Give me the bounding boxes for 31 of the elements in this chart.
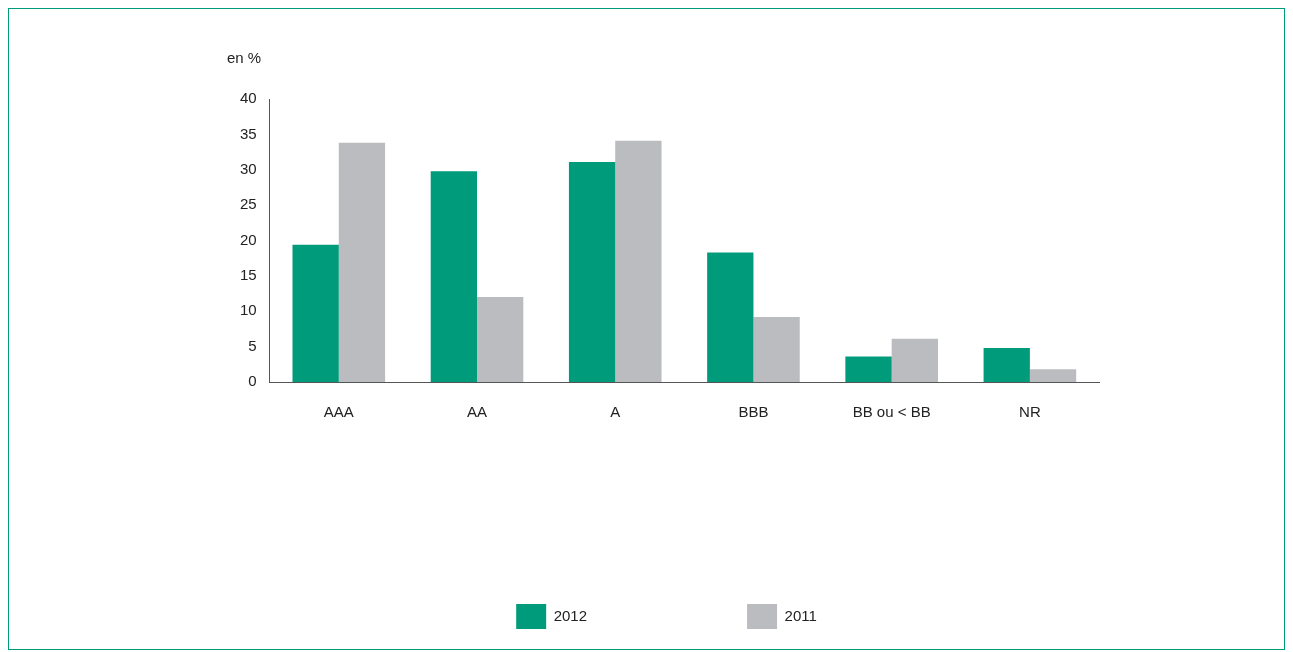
bar <box>845 356 892 382</box>
y-tick-label: 20 <box>240 230 257 248</box>
y-tick-label: 40 <box>240 89 257 107</box>
bar <box>615 140 662 382</box>
x-tick-label: A <box>610 403 621 421</box>
bar <box>477 297 524 382</box>
y-tick-label: 30 <box>240 159 257 177</box>
y-tick-label: 5 <box>248 336 257 354</box>
y-tick-label: 25 <box>240 195 257 213</box>
x-tick-label: AA <box>467 403 488 421</box>
legend-label: 2012 <box>553 606 588 624</box>
y-tick-label: 0 <box>248 372 257 390</box>
bar <box>338 142 386 382</box>
x-tick-label: BB ou < BB <box>852 403 931 421</box>
bar <box>983 348 1030 382</box>
legend-label: 2011 <box>784 606 817 624</box>
y-tick-label: 35 <box>240 124 257 142</box>
bar <box>891 338 938 382</box>
bar <box>1029 369 1077 382</box>
bar <box>753 316 800 382</box>
y-tick-label: 10 <box>240 301 257 319</box>
y-axis-title: en % <box>226 48 262 66</box>
page-frame: 2012 2011 AAA AA A BBB BB ou < BB NR 0 5 10 15 20 25 30 35 40 en % <box>8 8 1285 650</box>
bar <box>292 244 339 382</box>
bar <box>707 252 754 382</box>
y-tick-label: 15 <box>240 266 257 284</box>
bar <box>430 171 478 382</box>
bar <box>568 161 616 382</box>
x-tick-label: NR <box>1019 403 1041 421</box>
x-tick-label: AAA <box>323 403 354 421</box>
x-tick-label: BBB <box>738 403 769 421</box>
